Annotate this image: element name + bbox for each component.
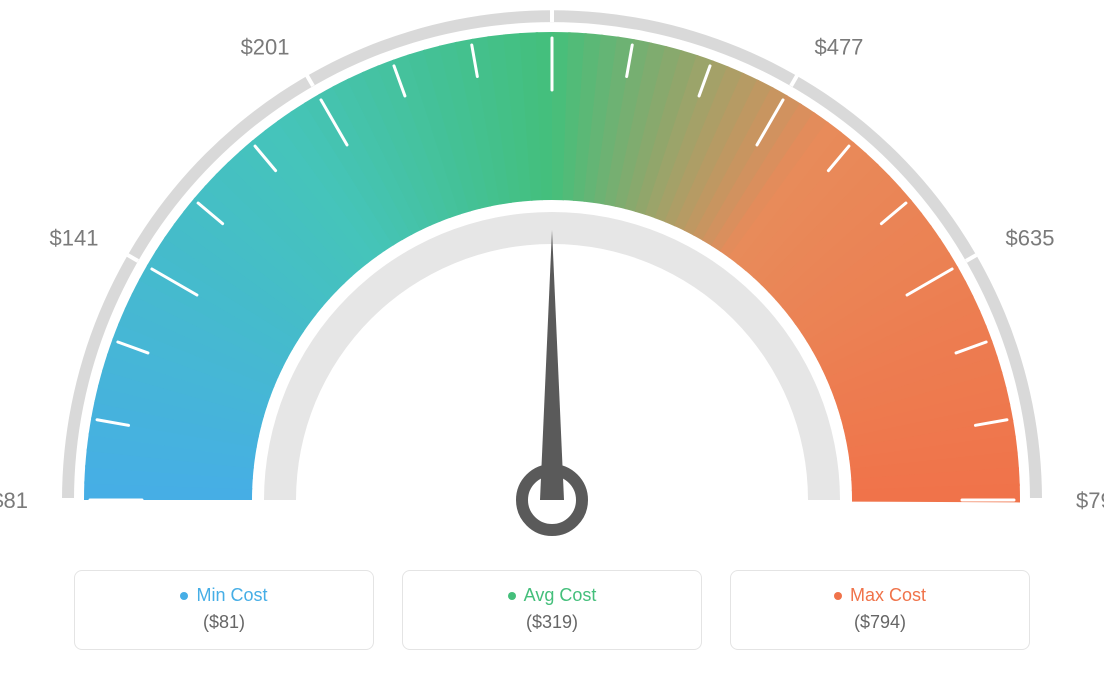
svg-text:$794: $794 bbox=[1076, 488, 1104, 513]
avg-label: Avg Cost bbox=[524, 585, 597, 606]
svg-text:$141: $141 bbox=[50, 226, 99, 251]
legend-row: Min Cost ($81) Avg Cost ($319) Max Cost … bbox=[0, 570, 1104, 650]
min-label: Min Cost bbox=[196, 585, 267, 606]
legend-card-max: Max Cost ($794) bbox=[730, 570, 1030, 650]
svg-text:$477: $477 bbox=[814, 34, 863, 59]
min-value: ($81) bbox=[93, 612, 355, 633]
svg-text:$201: $201 bbox=[241, 34, 290, 59]
gauge-chart: $81$141$201$319$477$635$794 bbox=[0, 0, 1104, 560]
avg-dot bbox=[508, 592, 516, 600]
max-value: ($794) bbox=[749, 612, 1011, 633]
max-dot bbox=[834, 592, 842, 600]
min-dot bbox=[180, 592, 188, 600]
legend-card-avg: Avg Cost ($319) bbox=[402, 570, 702, 650]
svg-text:$635: $635 bbox=[1006, 226, 1055, 251]
svg-text:$81: $81 bbox=[0, 488, 28, 513]
avg-value: ($319) bbox=[421, 612, 683, 633]
legend-card-min: Min Cost ($81) bbox=[74, 570, 374, 650]
max-label: Max Cost bbox=[850, 585, 926, 606]
